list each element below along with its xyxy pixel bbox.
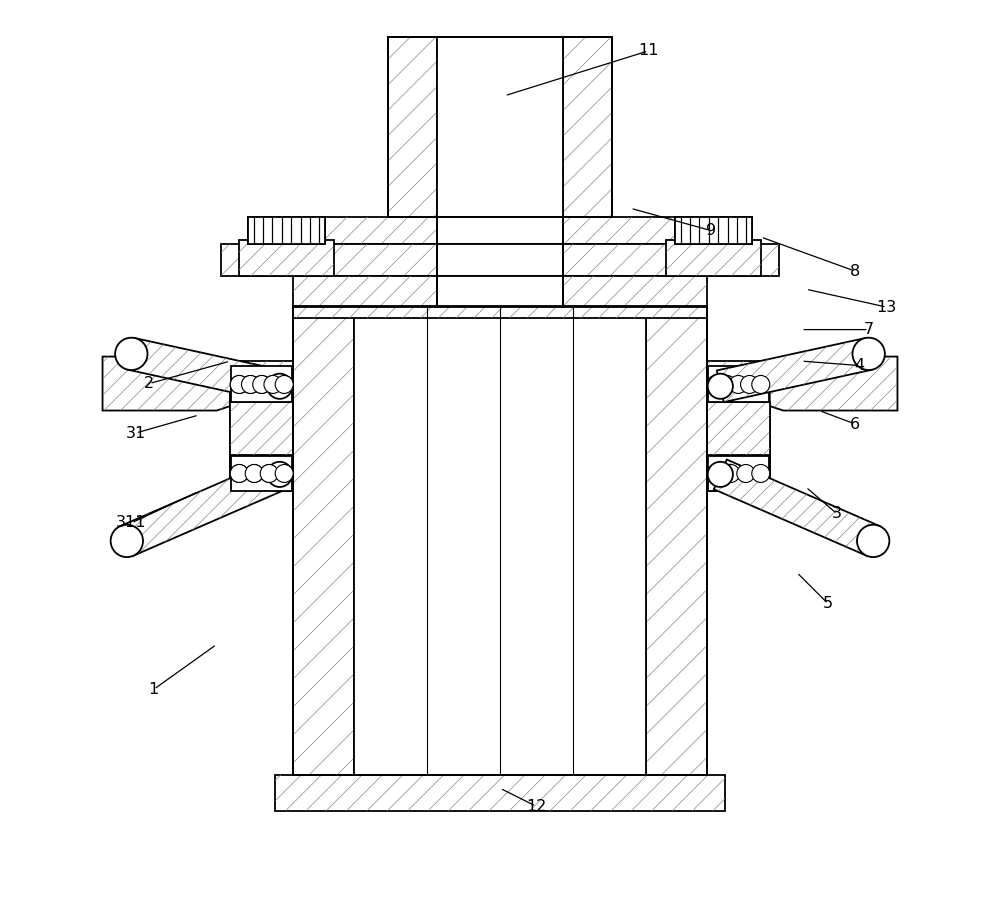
Circle shape <box>245 465 263 483</box>
Bar <box>388 37 612 217</box>
Polygon shape <box>230 401 293 456</box>
Text: 3: 3 <box>832 506 842 521</box>
Polygon shape <box>770 356 897 410</box>
Circle shape <box>752 465 770 483</box>
Circle shape <box>230 465 248 483</box>
Circle shape <box>708 462 733 487</box>
Polygon shape <box>714 459 880 556</box>
Circle shape <box>241 375 259 393</box>
Circle shape <box>230 465 248 483</box>
Polygon shape <box>230 456 293 492</box>
Circle shape <box>260 465 278 483</box>
Bar <box>708 456 769 491</box>
Circle shape <box>722 465 740 483</box>
Circle shape <box>264 375 282 393</box>
Text: 1: 1 <box>149 682 159 696</box>
Circle shape <box>718 375 736 393</box>
Bar <box>437 276 563 307</box>
Text: 5: 5 <box>823 596 833 612</box>
Circle shape <box>253 375 271 393</box>
Bar <box>231 456 292 491</box>
Bar <box>437 244 563 276</box>
Circle shape <box>111 525 143 557</box>
Polygon shape <box>230 361 293 492</box>
Circle shape <box>275 465 293 483</box>
Circle shape <box>707 465 725 483</box>
Polygon shape <box>293 276 707 307</box>
Text: 31: 31 <box>126 426 146 440</box>
Polygon shape <box>707 361 770 492</box>
Circle shape <box>729 375 747 393</box>
Circle shape <box>241 375 259 393</box>
Text: 11: 11 <box>638 43 659 59</box>
Polygon shape <box>221 244 779 276</box>
Polygon shape <box>707 456 770 492</box>
Circle shape <box>230 375 248 393</box>
Bar <box>437 37 563 217</box>
Polygon shape <box>230 365 293 403</box>
Polygon shape <box>239 240 334 276</box>
Polygon shape <box>563 37 612 217</box>
Circle shape <box>857 525 889 557</box>
Circle shape <box>852 337 885 370</box>
Circle shape <box>260 465 278 483</box>
Text: 8: 8 <box>850 263 860 279</box>
Polygon shape <box>666 240 761 276</box>
Circle shape <box>275 465 293 483</box>
Polygon shape <box>646 307 707 775</box>
Text: 7: 7 <box>864 322 874 337</box>
Circle shape <box>737 465 755 483</box>
Polygon shape <box>717 338 872 402</box>
Circle shape <box>115 337 148 370</box>
Circle shape <box>253 375 271 393</box>
Polygon shape <box>103 356 230 410</box>
Polygon shape <box>707 365 770 403</box>
Circle shape <box>275 375 293 393</box>
Polygon shape <box>707 401 770 456</box>
Bar <box>354 307 646 775</box>
Text: 13: 13 <box>877 299 897 315</box>
Bar <box>708 366 769 402</box>
Polygon shape <box>293 217 707 244</box>
Circle shape <box>245 465 263 483</box>
Text: 4: 4 <box>855 358 865 373</box>
Bar <box>231 366 292 402</box>
Text: 9: 9 <box>706 223 716 238</box>
Text: 2: 2 <box>144 376 154 391</box>
Circle shape <box>264 375 282 393</box>
Polygon shape <box>293 306 707 318</box>
Circle shape <box>741 375 759 393</box>
Circle shape <box>708 373 733 399</box>
Polygon shape <box>128 338 283 402</box>
Bar <box>675 217 752 244</box>
Text: 6: 6 <box>850 417 860 431</box>
Circle shape <box>707 375 725 393</box>
Bar <box>675 217 752 244</box>
Polygon shape <box>293 307 354 775</box>
Bar <box>293 307 707 775</box>
Polygon shape <box>388 37 437 217</box>
Circle shape <box>267 462 292 487</box>
Bar <box>437 217 563 244</box>
Circle shape <box>267 373 292 399</box>
Polygon shape <box>120 459 286 556</box>
Bar <box>248 217 325 244</box>
Circle shape <box>230 375 248 393</box>
Polygon shape <box>275 775 725 811</box>
Text: 311: 311 <box>116 515 147 530</box>
Bar <box>248 217 325 244</box>
Text: 12: 12 <box>526 798 546 814</box>
Circle shape <box>275 375 293 393</box>
Circle shape <box>752 375 770 393</box>
